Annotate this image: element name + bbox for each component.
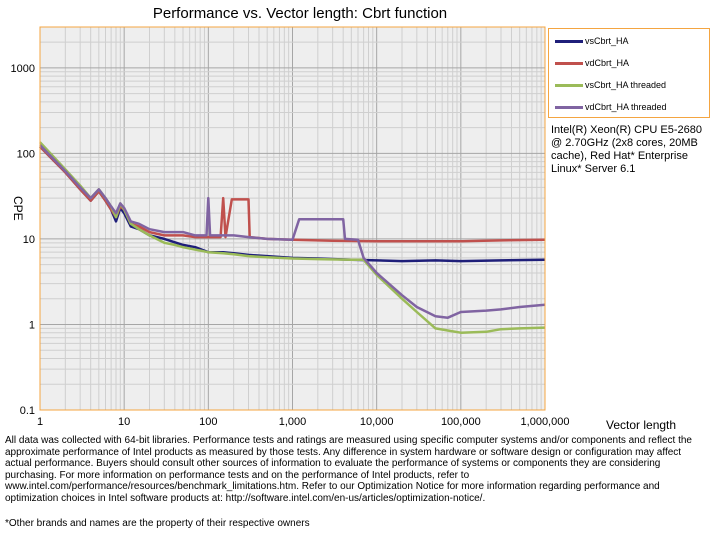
- legend-label: vdCbrt_HA: [585, 58, 630, 68]
- legend-item-vscbrt-ha: vsCbrt_HA: [555, 35, 629, 47]
- x-tick-label: 100: [199, 416, 217, 428]
- y-tick-label: 10: [23, 234, 35, 246]
- y-tick-label: 1: [29, 319, 35, 331]
- legend-swatch: [555, 84, 583, 88]
- series-layer: [39, 141, 546, 334]
- x-tick-label: 1,000: [279, 416, 307, 428]
- legend-item-vdcbrt-ha: vdCbrt_HA: [555, 57, 629, 69]
- y-tick-label: 0.1: [20, 405, 35, 417]
- tick-labels: 1 10 100 1,000 10,000 100,000 1,000,0000.11101…: [11, 63, 570, 428]
- x-tick-label: 10,000: [360, 416, 394, 428]
- legend: vsCbrt_HA vdCbrt_HA vsCbrt_HA threaded v…: [548, 28, 710, 118]
- legend-swatch: [555, 106, 583, 110]
- disclaimer-text: All data was collected with 64-bit libra…: [5, 435, 692, 504]
- series-line-4: [39, 144, 546, 319]
- series-line-2: [39, 145, 546, 243]
- y-tick-label: 1000: [11, 63, 35, 75]
- x-tick-label: 1,000,000: [521, 416, 570, 428]
- trademark-footnote: *Other brands and names are the property…: [5, 518, 310, 529]
- legend-item-vdcbrt-ha-threaded: vdCbrt_HA threaded: [555, 101, 667, 113]
- chart-title: Performance vs. Vector length: Cbrt func…: [152, 5, 448, 22]
- grid-layer: [39, 26, 545, 411]
- legend-swatch: [555, 40, 583, 44]
- x-tick-label: 10: [118, 416, 130, 428]
- plot-frame: [39, 26, 546, 411]
- legend-swatch: [555, 62, 583, 66]
- y-axis-label: CPE: [11, 196, 25, 221]
- legend-label: vdCbrt_HA threaded: [585, 102, 667, 112]
- legend-item-vscbrt-ha-threaded: vsCbrt_HA threaded: [555, 79, 666, 91]
- legend-label: vsCbrt_HA threaded: [585, 80, 667, 90]
- legend-label: vsCbrt_HA: [585, 36, 629, 46]
- x-tick-label: 1: [37, 416, 43, 428]
- y-tick-label: 100: [17, 148, 35, 160]
- cpu-note: Intel(R) Xeon(R) CPU E5-2680 @ 2.70GHz (…: [551, 124, 703, 175]
- x-axis-label: Vector length: [606, 418, 677, 432]
- x-tick-label: 100,000: [441, 416, 481, 428]
